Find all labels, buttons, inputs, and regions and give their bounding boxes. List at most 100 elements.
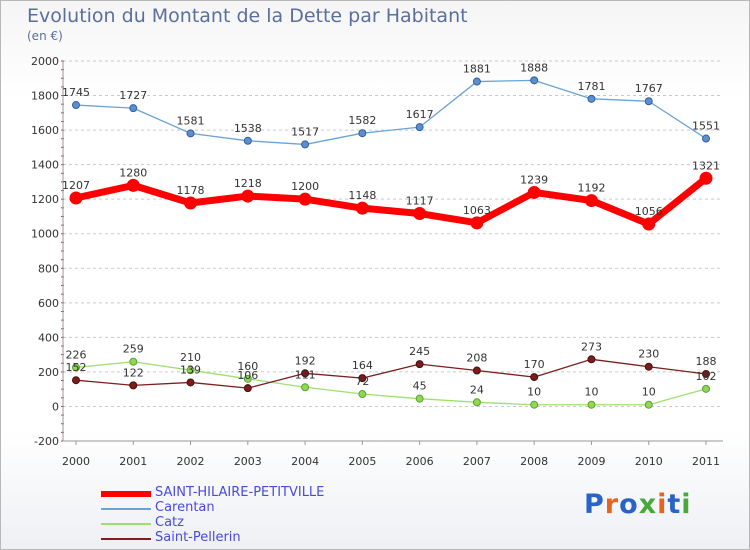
x-tick-label: 2001	[119, 455, 147, 468]
data-point	[358, 129, 367, 138]
data-point	[243, 136, 252, 145]
x-tick-label: 2006	[406, 455, 434, 468]
data-label: 1745	[62, 86, 90, 99]
data-point	[298, 192, 312, 206]
y-tick-label: 2000	[31, 55, 59, 68]
data-point	[587, 355, 596, 364]
data-point	[355, 201, 369, 215]
data-point	[644, 362, 653, 371]
data-point	[472, 77, 481, 86]
legend-label-saint-hilaire: SAINT-HILAIRE-PETITVILLE	[155, 485, 325, 500]
data-label: 152	[66, 361, 87, 374]
data-label: 1218	[234, 177, 262, 190]
x-tick-label: 2011	[692, 455, 720, 468]
data-label: 10	[642, 386, 656, 399]
legend-label-saint-pellerin: Saint-Pellerin	[155, 530, 241, 545]
data-label: 45	[413, 380, 427, 393]
data-point	[186, 366, 195, 375]
data-point	[699, 171, 713, 185]
data-point	[644, 97, 653, 106]
data-label: 10	[584, 386, 598, 399]
data-label: 111	[295, 368, 316, 381]
data-point	[126, 178, 140, 192]
data-point	[530, 400, 539, 409]
data-label: 139	[180, 363, 201, 376]
data-point	[587, 400, 596, 409]
data-label: 24	[470, 383, 484, 396]
y-tick-label: 0	[52, 400, 59, 413]
legend-swatch-catz	[101, 523, 151, 525]
data-point	[72, 101, 80, 110]
legend-label-catz: Catz	[155, 515, 184, 530]
data-label: 245	[409, 345, 430, 358]
data-label: 1551	[692, 120, 720, 133]
data-point	[129, 357, 138, 366]
legend-swatch-saint-hilaire	[101, 491, 151, 497]
data-point	[644, 400, 653, 409]
data-label: 1581	[177, 114, 205, 127]
series-line	[75, 175, 709, 228]
data-label: 102	[696, 370, 717, 383]
x-tick-label: 2004	[291, 455, 319, 468]
data-point	[358, 390, 367, 399]
data-label: 1063	[463, 204, 491, 217]
data-point	[186, 378, 195, 387]
data-point	[129, 381, 138, 390]
series-line	[75, 358, 707, 389]
data-label: 160	[237, 360, 258, 373]
data-label: 170	[524, 358, 545, 371]
data-label: 1617	[406, 108, 434, 121]
data-point	[702, 384, 710, 393]
data-label: 1517	[291, 125, 319, 138]
data-label: 1192	[577, 182, 605, 195]
data-label: 1321	[692, 159, 720, 172]
data-point	[129, 104, 138, 113]
data-point	[184, 196, 198, 210]
data-label: 1767	[635, 82, 663, 95]
data-point	[301, 383, 310, 392]
y-tick-label: 1800	[31, 90, 59, 103]
data-point	[472, 366, 481, 375]
data-label: 10	[527, 386, 541, 399]
data-point	[358, 374, 367, 383]
legend-swatch-carentan	[101, 508, 151, 510]
data-point	[527, 185, 541, 199]
data-label: 1178	[177, 184, 205, 197]
logo-letter: r	[604, 489, 620, 520]
data-point	[415, 123, 424, 132]
x-tick-label: 2009	[577, 455, 605, 468]
data-point	[413, 207, 427, 221]
data-point	[186, 129, 195, 138]
data-label: 1582	[348, 114, 376, 127]
x-tick-label: 2005	[348, 455, 376, 468]
data-label: 1881	[463, 63, 491, 76]
data-point	[415, 360, 424, 369]
x-tick-label: 2008	[520, 455, 548, 468]
data-label: 226	[66, 348, 87, 361]
data-point	[301, 369, 310, 378]
x-tick-label: 2007	[463, 455, 491, 468]
data-label: 1280	[119, 166, 147, 179]
x-tick-label: 2003	[234, 455, 262, 468]
logo-letter: o	[619, 489, 639, 520]
data-label: 188	[696, 355, 717, 368]
y-tick-label: 600	[38, 297, 59, 310]
logo-letter: P	[584, 489, 605, 520]
data-label: 1781	[577, 80, 605, 93]
data-point	[301, 140, 310, 149]
y-tick-label: 1400	[31, 159, 59, 172]
legend-swatch-saint-pellerin	[101, 538, 151, 540]
x-tick-label: 2000	[62, 455, 90, 468]
x-tick-label: 2002	[177, 455, 205, 468]
data-label: 1888	[520, 61, 548, 74]
data-point	[241, 189, 255, 203]
data-label: 1239	[520, 173, 548, 186]
data-point	[530, 373, 539, 382]
y-tick-label: 800	[38, 262, 59, 275]
data-point	[587, 94, 596, 103]
data-label: 72	[355, 375, 369, 388]
data-point	[243, 374, 252, 383]
data-label: 1056	[635, 205, 663, 218]
